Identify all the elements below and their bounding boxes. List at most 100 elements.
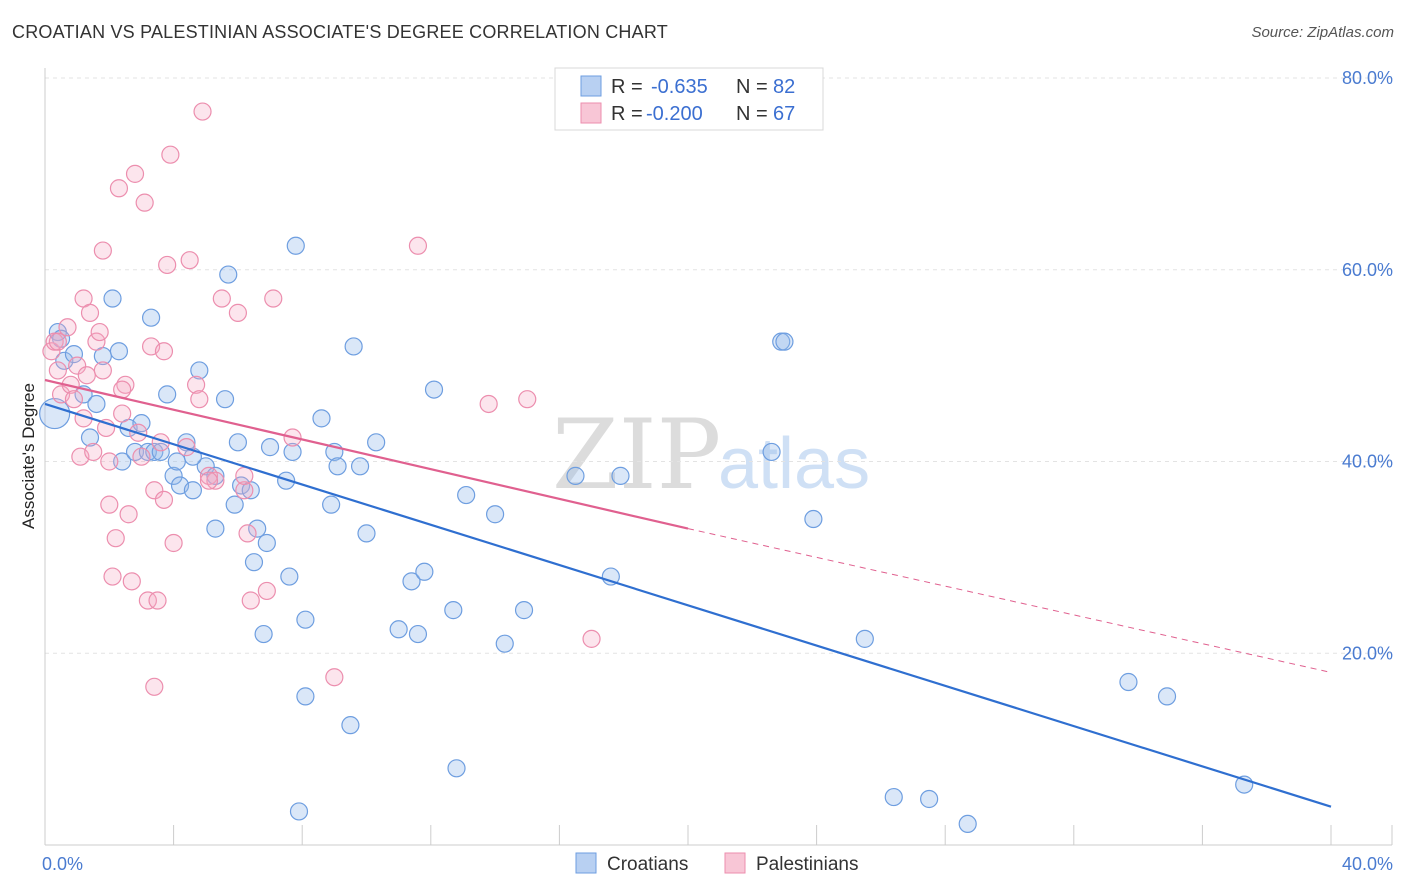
legend-swatch-palestinians — [580, 102, 602, 124]
palestinians-point — [58, 318, 77, 337]
palestinians-point — [48, 332, 67, 351]
palestinians-point — [479, 394, 498, 414]
palestinians-point — [164, 533, 183, 553]
palestinians-point — [106, 529, 125, 548]
croatians-point — [260, 438, 280, 457]
legend-r-value-croatians: -0.635 — [651, 76, 708, 98]
croatians-point — [109, 342, 129, 361]
bottom-legend-swatch-croatians — [575, 852, 597, 874]
croatians-point — [328, 457, 347, 476]
legend-n-label-croatians: N = — [736, 76, 768, 98]
croatians-point — [196, 457, 215, 476]
watermark: ZIP atlas — [552, 399, 870, 511]
croatians-point — [87, 394, 106, 414]
croatians-point — [280, 567, 299, 586]
croatians-point — [257, 533, 276, 553]
axes — [44, 68, 1393, 846]
palestinians-point — [257, 581, 276, 601]
croatians-point — [286, 236, 305, 255]
x-tick-label: 40.0% — [1342, 854, 1393, 874]
croatians-point — [164, 466, 183, 485]
croatians-point — [248, 519, 267, 538]
y-tick-label: 80.0% — [1342, 68, 1393, 88]
croatians-point — [141, 308, 161, 327]
palestinians-point — [228, 303, 247, 322]
palestinians-point — [582, 629, 601, 648]
croatians-point — [296, 687, 315, 706]
palestinians-point — [158, 255, 177, 275]
croatians-point — [151, 442, 170, 462]
bottom-legend-label-palestinians: Palestinians — [756, 854, 858, 875]
y-axis-label: Associate's Degree — [19, 383, 38, 529]
legend-r-label-croatians: R = — [611, 76, 643, 98]
croatians-point — [113, 452, 132, 471]
croatians-point — [344, 337, 363, 356]
bottom-legend: Croatians Palestinians — [575, 852, 858, 875]
palestinians-point — [80, 303, 100, 322]
legend-r-value-palestinians: -0.200 — [646, 103, 703, 125]
croatians-point — [402, 572, 421, 591]
palestinians-point — [103, 567, 122, 586]
legend-r-label-palestinians: R = — [611, 103, 643, 125]
palestinians-point — [93, 241, 112, 260]
croatians-point — [206, 519, 225, 538]
x-tick-labels: 0.0% 40.0% — [42, 854, 1393, 874]
palestinians-point — [42, 342, 61, 361]
croatians-point — [225, 495, 244, 514]
legend-n-label-palestinians: N = — [736, 103, 768, 125]
palestinians-point — [90, 322, 109, 342]
croatians-point — [283, 442, 302, 462]
watermark-zip: ZIP — [552, 399, 721, 511]
croatians-point — [920, 789, 939, 809]
y-tick-label: 40.0% — [1342, 452, 1393, 472]
palestinians-point — [408, 236, 428, 255]
y-tick-label: 60.0% — [1342, 260, 1393, 280]
palestinians-point — [109, 179, 129, 198]
croatians-point — [322, 495, 341, 514]
croatians-point — [80, 428, 100, 447]
palestinians-point — [235, 481, 254, 500]
croatians-point — [277, 471, 296, 490]
croatians-point — [855, 629, 874, 648]
croatians-point — [514, 601, 534, 620]
croatians-point — [444, 601, 463, 620]
palestinians-point — [64, 390, 84, 409]
palestinians-trendline — [44, 378, 689, 530]
y-tick-label: 20.0% — [1342, 643, 1393, 663]
croatians-point — [447, 759, 466, 778]
palestinians-point — [187, 375, 206, 394]
y-tick-labels: 20.0% 40.0% 60.0% 80.0% — [1342, 68, 1393, 663]
palestinians-point — [48, 361, 67, 380]
legend-n-value-palestinians: 67 — [773, 103, 795, 125]
palestinians-point — [206, 471, 225, 490]
palestinians-point — [145, 481, 164, 500]
legend-n-value-croatians: 82 — [773, 76, 795, 98]
legend: R = -0.635 N = 82 R = -0.200 N = 67 — [554, 67, 824, 131]
legend-swatch-croatians — [580, 75, 602, 97]
palestinians-point — [264, 289, 283, 308]
croatians-point — [254, 624, 273, 644]
croatians-point — [367, 433, 386, 452]
palestinians-point — [199, 471, 219, 490]
croatians-point — [232, 476, 251, 495]
croatians-point — [1157, 687, 1177, 706]
croatians-point — [566, 466, 585, 485]
palestinians-point — [84, 442, 103, 462]
palestinians-point — [180, 251, 199, 270]
croatians-point — [357, 524, 376, 543]
palestinians-trendline-extension — [687, 528, 1332, 673]
palestinians-point — [113, 404, 132, 423]
source-credit: Source: ZipAtlas.com — [1251, 24, 1394, 41]
croatians-point — [495, 634, 514, 653]
palestinians-point — [122, 572, 141, 591]
croatians-point — [289, 802, 309, 821]
croatians-point — [884, 787, 903, 807]
croatians-point — [804, 509, 823, 529]
croatians-point — [132, 414, 151, 433]
croatians-point — [215, 390, 235, 409]
croatians-point — [296, 610, 315, 629]
croatians-point — [389, 620, 408, 639]
palestinians-point — [100, 452, 119, 471]
palestinians-point — [116, 375, 135, 394]
palestinians-point — [77, 366, 96, 385]
